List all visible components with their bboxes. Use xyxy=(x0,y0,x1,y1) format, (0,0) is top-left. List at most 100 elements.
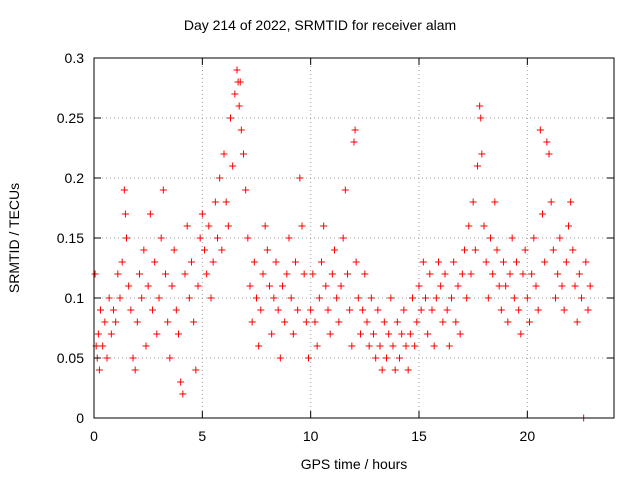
data-point xyxy=(398,330,406,338)
data-point xyxy=(279,282,286,290)
data-point xyxy=(478,150,486,158)
data-point xyxy=(456,330,464,338)
data-point xyxy=(276,354,284,362)
data-point xyxy=(153,330,161,338)
data-point xyxy=(214,234,221,242)
data-point xyxy=(350,138,358,146)
data-point xyxy=(413,318,421,326)
data-point xyxy=(185,294,193,302)
data-point xyxy=(103,354,111,362)
data-point xyxy=(552,294,559,302)
data-point xyxy=(508,234,516,242)
data-point xyxy=(426,270,434,278)
data-point xyxy=(339,234,347,242)
data-point xyxy=(441,270,449,278)
data-point xyxy=(562,258,570,266)
data-point xyxy=(363,318,371,326)
data-point xyxy=(515,306,523,314)
data-point xyxy=(101,318,109,326)
data-point xyxy=(333,294,341,302)
data-point xyxy=(157,234,165,242)
data-point xyxy=(575,270,583,278)
data-point xyxy=(203,270,211,278)
data-point xyxy=(351,126,359,134)
data-point xyxy=(155,294,163,302)
data-point xyxy=(510,294,518,302)
data-point xyxy=(571,282,579,290)
data-point xyxy=(417,306,425,314)
data-point xyxy=(166,354,174,362)
data-point xyxy=(411,342,419,350)
data-point xyxy=(387,294,395,302)
data-point xyxy=(578,294,585,302)
data-point xyxy=(476,102,484,110)
data-point xyxy=(253,294,260,302)
data-point xyxy=(361,270,369,278)
data-point xyxy=(419,258,427,266)
data-point xyxy=(120,186,128,194)
y-tick-label: 0.25 xyxy=(57,110,84,126)
data-point xyxy=(311,318,319,326)
data-point xyxy=(383,354,390,362)
x-tick-label: 0 xyxy=(90,428,98,444)
data-point xyxy=(138,294,146,302)
data-point xyxy=(136,270,143,278)
data-point xyxy=(454,282,462,290)
y-tick-label: 0.3 xyxy=(65,50,85,66)
data-point xyxy=(175,330,182,338)
data-point xyxy=(443,306,451,314)
data-point xyxy=(259,270,267,278)
data-point xyxy=(307,306,315,314)
data-point xyxy=(367,294,375,302)
data-point xyxy=(471,246,479,254)
data-points xyxy=(91,66,594,422)
data-point xyxy=(198,210,206,218)
data-point xyxy=(474,162,481,170)
data-point xyxy=(289,330,297,338)
data-point xyxy=(445,342,453,350)
data-point xyxy=(146,210,154,218)
data-point xyxy=(305,354,312,362)
data-point xyxy=(140,246,148,254)
data-point xyxy=(424,330,432,338)
data-point xyxy=(480,222,488,230)
data-point xyxy=(170,246,178,254)
data-point xyxy=(224,222,232,230)
data-point xyxy=(487,234,494,242)
data-point xyxy=(502,282,510,290)
data-point xyxy=(357,330,364,338)
data-point xyxy=(378,366,386,374)
data-point xyxy=(404,366,412,374)
data-point xyxy=(162,270,169,278)
data-point xyxy=(463,294,471,302)
data-point xyxy=(95,366,103,374)
data-point xyxy=(168,282,176,290)
data-point xyxy=(320,222,328,230)
data-point xyxy=(244,234,252,242)
data-point xyxy=(532,282,540,290)
data-point xyxy=(523,294,531,302)
data-point xyxy=(270,294,278,302)
axis-ticks: 0 0.05 0.1 0.15 0.2 0.25 0.3 0 5 10 15 20 xyxy=(57,50,614,444)
data-point xyxy=(222,198,230,206)
data-point xyxy=(164,318,172,326)
data-point xyxy=(315,294,323,302)
data-point xyxy=(506,270,514,278)
data-point xyxy=(121,210,129,218)
data-point xyxy=(526,318,533,326)
data-point xyxy=(536,126,544,134)
data-point xyxy=(489,270,497,278)
data-point xyxy=(309,270,317,278)
data-point xyxy=(292,258,299,266)
data-point xyxy=(569,246,577,254)
data-point xyxy=(539,210,546,218)
data-point xyxy=(114,270,122,278)
data-point xyxy=(448,294,455,302)
data-point xyxy=(558,282,566,290)
data-point xyxy=(430,342,438,350)
data-point xyxy=(294,306,302,314)
data-point xyxy=(504,318,512,326)
data-point xyxy=(207,294,215,302)
data-point xyxy=(335,318,343,326)
data-point xyxy=(149,306,156,314)
